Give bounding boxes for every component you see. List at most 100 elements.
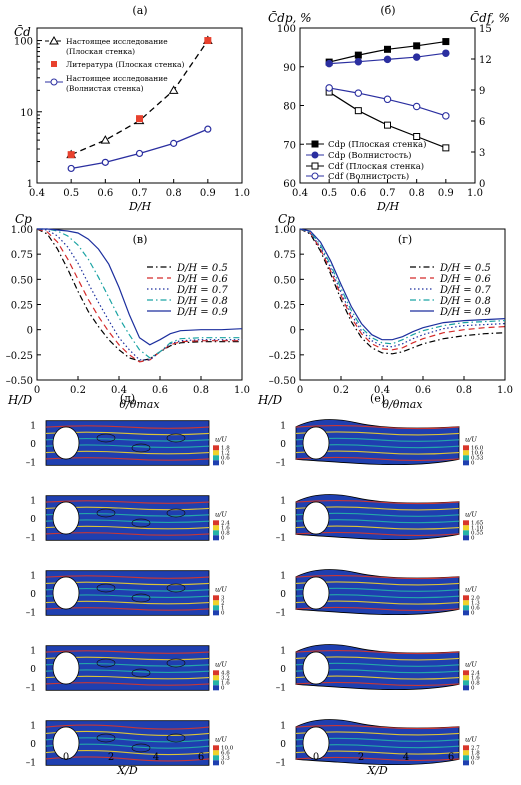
y-tick-label: 1 xyxy=(30,722,36,732)
vortex xyxy=(166,433,186,443)
colorbar-label: 0.9 xyxy=(471,755,480,761)
legend-label: Cdf (Плоская стенка) xyxy=(328,161,424,172)
data-point-square xyxy=(442,144,450,152)
y-axis-label: C̄d xyxy=(14,24,31,39)
series-line xyxy=(71,128,209,170)
colorbar-swatch xyxy=(213,755,219,761)
cylinder xyxy=(52,726,80,760)
series-line xyxy=(37,228,243,346)
x-tick-label: 0.7 xyxy=(380,188,396,199)
colorbar-swatch xyxy=(213,450,219,456)
y-tick-label: –0.25 xyxy=(269,351,296,362)
x-tick-label: 1.0 xyxy=(497,385,513,396)
colorbar-label: 3 xyxy=(221,595,225,601)
y-tick-label: 0 xyxy=(280,590,286,600)
colorbar-swatch xyxy=(463,670,469,676)
legend-marker xyxy=(50,78,58,86)
colorbar-swatch xyxy=(463,525,469,531)
panel-label: (д) xyxy=(120,392,135,405)
y-tick-label-left: 90 xyxy=(283,63,296,74)
y-tick-label: 0 xyxy=(280,440,286,450)
series-line xyxy=(299,228,506,341)
cylinder xyxy=(302,426,330,460)
data-point-circle xyxy=(135,149,144,158)
y-tick-label: 1 xyxy=(280,572,286,582)
panel-g: 0 0.2 0.4 0.6 0.8 1.0 –0.50 –0.25 0 0.25 0.50 0.75 1… xyxy=(269,212,513,411)
panel-label: (а) xyxy=(132,4,147,17)
x-tick-label: 4 xyxy=(403,752,409,763)
colorbar-swatch xyxy=(463,455,469,461)
legend-label: D/H = 0.6 xyxy=(176,274,228,285)
y-tick-label: 1 xyxy=(27,179,33,190)
colorbar-swatch xyxy=(463,750,469,756)
x-tick-label: 1.0 xyxy=(234,385,250,396)
colorbar-label: 0.8 xyxy=(471,680,480,686)
legend-label: D/H = 0.8 xyxy=(176,296,228,307)
y-tick-label: –1 xyxy=(276,683,286,693)
colorbar-swatch xyxy=(213,455,219,461)
series-line xyxy=(70,40,209,156)
colorbar-swatch xyxy=(213,445,219,451)
colorbar-swatch xyxy=(213,595,219,601)
vortex xyxy=(131,668,151,678)
x-tick-label: 0.4 xyxy=(111,385,127,396)
legend-marker xyxy=(311,140,319,148)
colorbar-swatch xyxy=(463,600,469,606)
data-point-triangle xyxy=(168,85,179,94)
legend-label: (Плоская стенка) xyxy=(66,47,135,56)
colorbar-swatch xyxy=(213,600,219,606)
x-tick-label: 0.6 xyxy=(415,385,431,396)
colorbar-label: 0.53 xyxy=(471,455,484,461)
x-tick-label: 6 xyxy=(448,752,454,763)
y-tick-label: 0 xyxy=(30,740,36,750)
data-point-circle xyxy=(412,53,421,61)
colorbar-swatch xyxy=(463,610,469,616)
x-tick-label: 0.5 xyxy=(63,188,79,199)
x-axis-label: X/D xyxy=(366,764,388,777)
x-tick-label: 1.0 xyxy=(467,188,483,199)
panel-label: (в) xyxy=(133,233,148,246)
data-point-circle xyxy=(442,49,450,57)
colorbar-label: 0 xyxy=(471,535,475,541)
x-tick-label: 0.9 xyxy=(438,188,454,199)
x-tick-label: 2 xyxy=(108,752,114,763)
series-line xyxy=(299,228,506,355)
colorbar-title: u/U xyxy=(215,585,227,593)
vortex xyxy=(96,433,116,443)
cylinder xyxy=(302,501,330,535)
y-tick-label-right: 12 xyxy=(479,55,492,66)
colorbar-label: 6.6 xyxy=(221,750,230,756)
colorbar-label: 4.8 xyxy=(221,670,230,676)
data-point-square xyxy=(204,37,212,45)
y-tick-label: 0 xyxy=(30,440,36,450)
data-point-circle xyxy=(412,102,421,111)
vortex xyxy=(96,733,116,743)
y-tick-label: –1 xyxy=(276,458,286,468)
x-tick-label: 0.9 xyxy=(200,188,216,199)
series-line xyxy=(36,228,242,361)
colorbar-title: u/U xyxy=(465,510,477,518)
x-tick-label: 0.2 xyxy=(333,385,349,396)
panel-label: (г) xyxy=(398,233,412,246)
data-point-square xyxy=(67,151,75,159)
colorbar-swatch xyxy=(213,520,219,526)
series-line xyxy=(36,228,242,363)
y-tick-label: 0 xyxy=(280,665,286,675)
colorbar-label: 1.2 xyxy=(221,450,230,456)
colorbar-label: 2.4 xyxy=(221,520,230,526)
y-axis-label: H/D xyxy=(257,393,283,407)
panel-label: (е) xyxy=(370,392,385,405)
legend-label: Настоящее исследование xyxy=(66,74,168,83)
x-tick-label: 0 xyxy=(313,752,319,763)
legend-label: Настоящее исследование xyxy=(66,37,168,46)
colorbar-swatch xyxy=(213,605,219,611)
colorbar-label: 0 xyxy=(471,685,475,691)
cylinder xyxy=(52,501,80,535)
y-tick-label-right: 3 xyxy=(479,148,485,159)
data-point-circle xyxy=(325,84,333,92)
y-axis-label-left: C̄dp, % xyxy=(268,10,312,25)
data-point-square xyxy=(354,107,362,115)
colorbar-swatch xyxy=(213,680,219,686)
y-tick-label: 0.75 xyxy=(11,250,33,261)
vortex xyxy=(166,658,186,668)
